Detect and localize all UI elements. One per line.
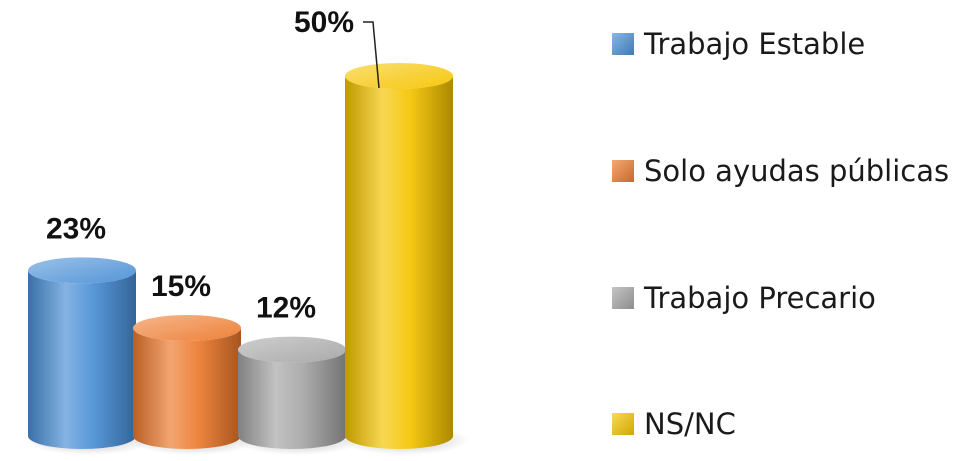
bar-1 bbox=[24, 257, 152, 455]
bar-top-cap bbox=[345, 63, 453, 89]
legend-label: Trabajo Estable bbox=[644, 27, 866, 61]
legend-item-1: Trabajo Estable bbox=[612, 24, 865, 64]
bar-3 bbox=[234, 336, 362, 455]
data-label-3: 12% bbox=[256, 292, 316, 325]
bar-top-cap bbox=[28, 257, 136, 284]
bar-body bbox=[345, 76, 453, 449]
cylinder-bar-chart: 23% 15% 12% 50% bbox=[24, 6, 469, 455]
bar-4 bbox=[341, 63, 469, 455]
legend-label: NS/NC bbox=[644, 407, 736, 441]
legend-item-4: NS/NC bbox=[612, 404, 736, 444]
data-label-2: 15% bbox=[151, 270, 211, 303]
legend-item-2: Solo ayudas públicas bbox=[612, 151, 949, 191]
chart-legend: Trabajo Estable Solo ayudas públicas Traba… bbox=[612, 0, 963, 461]
leader-line bbox=[363, 21, 380, 89]
legend-label: Trabajo Precario bbox=[644, 281, 876, 315]
bar-2 bbox=[129, 315, 257, 455]
legend-swatch bbox=[612, 33, 634, 55]
legend-swatch bbox=[612, 413, 634, 435]
bar-body bbox=[133, 328, 241, 449]
data-label-1: 23% bbox=[46, 212, 106, 245]
bar-body bbox=[28, 270, 136, 449]
legend-swatch bbox=[612, 287, 634, 309]
bar-top-cap bbox=[133, 315, 241, 341]
data-label-4: 50% bbox=[294, 6, 354, 39]
legend-swatch bbox=[612, 160, 634, 182]
legend-item-3: Trabajo Precario bbox=[612, 278, 876, 318]
bar-body bbox=[238, 349, 346, 449]
bar-top-cap bbox=[238, 336, 346, 363]
legend-label: Solo ayudas públicas bbox=[644, 154, 950, 188]
